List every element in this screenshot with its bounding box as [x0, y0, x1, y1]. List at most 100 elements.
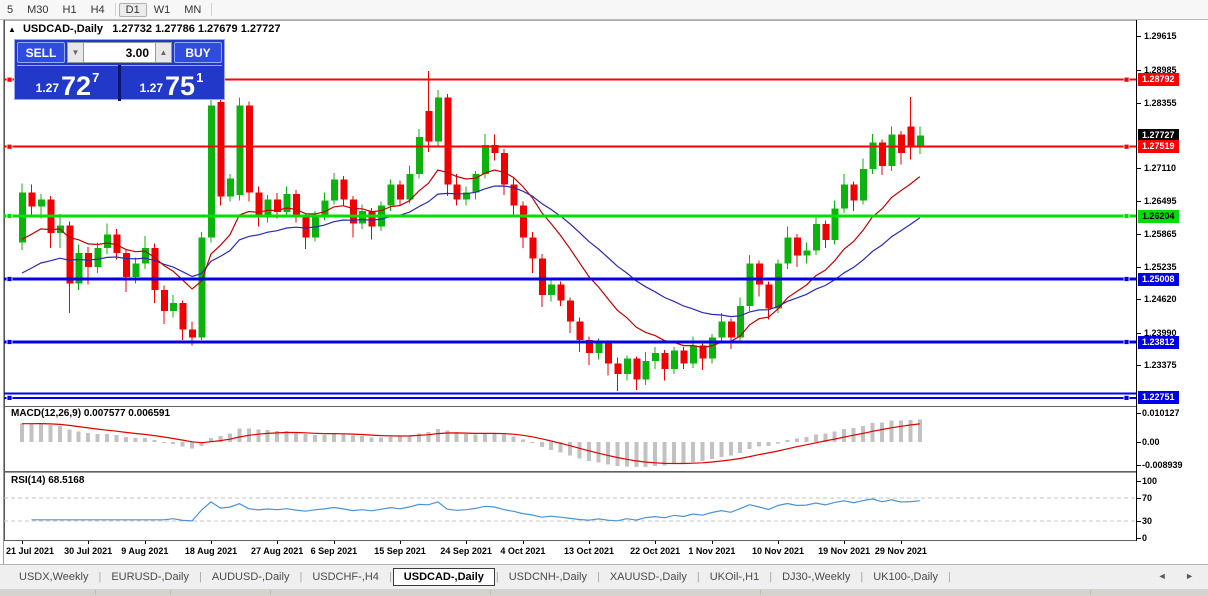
volume-increase-icon[interactable]: ▲ [155, 42, 172, 63]
timeframe-h4[interactable]: H4 [90, 3, 105, 16]
volume-decrease-icon[interactable]: ▼ [67, 42, 84, 63]
price-divider [118, 65, 121, 101]
tab-usdchf-h4[interactable]: USDCHF-,H4 [312, 571, 379, 583]
symbol-tab-bar: USDX,Weekly | EURUSD-,Daily | AUDUSD-,Daily |… [0, 564, 1208, 589]
tab-separator: | [299, 571, 303, 583]
time-tick [844, 541, 846, 544]
date-label: 10 Nov 2021 [751, 546, 805, 556]
rsi-line [31, 498, 920, 522]
tab-ukoil-h1[interactable]: UKOil-,H1 [709, 571, 760, 583]
price-tick: 1.28355 [1137, 97, 1177, 109]
time-tick [144, 541, 146, 544]
time-tick [22, 541, 23, 544]
date-label: 22 Oct 2021 [630, 546, 681, 556]
hline-handle[interactable] [1123, 276, 1130, 282]
price-badge-1.27519: 1.27519 [1138, 140, 1179, 154]
toolbar-separator [211, 3, 213, 16]
macd-axis-label: 0.010127 [1137, 407, 1180, 419]
window-left-border [3, 20, 4, 564]
hline-handle[interactable] [6, 143, 13, 150]
tab-separator: | [696, 571, 700, 583]
tab-separator: | [769, 571, 773, 583]
macd-label: MACD(12,26,9) 0.007577 0.006591 [11, 408, 171, 419]
tab-usdcad-daily[interactable]: USDCAD-,Daily [392, 568, 495, 586]
sell-price[interactable]: 1.27 72 7 [17, 65, 118, 101]
ma-line [21, 169, 921, 349]
timeframe-mn[interactable]: MN [184, 3, 202, 16]
time-tick [900, 541, 902, 544]
rsi-axis-label: 0 [1137, 532, 1147, 544]
price-tick: 1.29615 [1137, 30, 1177, 42]
price-badge-1.22751: 1.22751 [1138, 391, 1179, 405]
time-tick [88, 541, 90, 544]
tab-usdx-weekly[interactable]: USDX,Weekly [19, 571, 89, 583]
tab-eurusd-daily[interactable]: EURUSD-,Daily [111, 571, 189, 583]
chart-caption: ▲ USDCAD-,Daily 1.27732 1.27786 1.27679 … [8, 23, 280, 35]
collapse-triangle-icon[interactable]: ▲ [8, 25, 16, 34]
timeframe-m30[interactable]: M30 [27, 3, 49, 16]
hline-handle[interactable] [1123, 339, 1130, 345]
time-tick [466, 541, 468, 544]
tab-xauusd-daily[interactable]: XAUUSD-,Daily [609, 571, 687, 583]
time-tick [778, 541, 779, 544]
window-divider [0, 19, 1208, 20]
time-tick [400, 541, 401, 544]
time-tick [211, 541, 212, 544]
timeframe-d1[interactable]: D1 [118, 2, 147, 17]
hline-handle[interactable] [6, 213, 13, 219]
tab-separator: | [948, 571, 951, 583]
price-badge-1.26204: 1.26204 [1138, 209, 1179, 223]
macd-signal-line [22, 422, 920, 465]
date-label: 9 Aug 2021 [121, 546, 169, 556]
date-label: 13 Oct 2021 [563, 546, 615, 556]
hline-handle[interactable] [6, 76, 13, 83]
timeframe-5[interactable]: 5 [7, 3, 14, 16]
price-badge-1.27727: 1.27727 [1138, 129, 1179, 143]
sell-price-small: 1.27 [35, 81, 60, 95]
sell-button[interactable]: SELL [17, 42, 65, 63]
hline-handle[interactable] [1123, 394, 1130, 401]
date-label: 15 Sep 2021 [374, 546, 426, 556]
date-label: 21 Jul 2021 [5, 546, 55, 556]
sell-price-sup: 7 [92, 70, 100, 85]
hline-handle[interactable] [1123, 213, 1130, 219]
rsi-axis-label: 30 [1137, 515, 1152, 527]
price-badge-1.23812: 1.23812 [1138, 335, 1179, 349]
tab-scroll-arrows[interactable]: ◄ ► [1157, 571, 1202, 581]
time-tick [711, 541, 713, 544]
tab-separator: | [198, 571, 202, 583]
tab-separator: | [98, 571, 102, 583]
axis-separator [1136, 20, 1137, 541]
hline-handle[interactable] [6, 394, 13, 401]
tab-uk100-daily[interactable]: UK100-,Daily [873, 571, 939, 583]
hline-handle[interactable] [6, 339, 13, 345]
buy-price-big: 75 [165, 71, 196, 101]
timeframe-w1[interactable]: W1 [153, 3, 171, 16]
hline-handle[interactable] [6, 276, 13, 282]
timeframe-toolbar: 5 M30 H1 H4 D1 W1 MN [0, 0, 1208, 20]
price-badge-1.28792: 1.28792 [1138, 73, 1179, 87]
price-tick: 1.23375 [1137, 359, 1177, 371]
price-tick: 1.23990 [1137, 327, 1177, 339]
buy-price[interactable]: 1.27 75 1 [121, 65, 222, 101]
hline-handle[interactable] [1123, 76, 1130, 83]
buy-price-small: 1.27 [139, 81, 164, 95]
rsi-axis-label: 100 [1137, 475, 1157, 487]
time-tick [333, 541, 335, 544]
hline-handle[interactable] [1123, 143, 1130, 150]
price-chart-canvas[interactable] [4, 20, 1136, 541]
tab-dj30-weekly[interactable]: DJ30-,Weekly [782, 571, 851, 583]
volume-input[interactable]: 3.00 [84, 42, 155, 63]
buy-button[interactable]: BUY [174, 42, 222, 63]
date-label: 18 Aug 2021 [184, 546, 238, 556]
tab-usdcnh-daily[interactable]: USDCNH-,Daily [508, 571, 587, 583]
tab-audusd-daily[interactable]: AUDUSD-,Daily [211, 571, 290, 583]
timeframe-h1[interactable]: H1 [62, 3, 77, 16]
chart-symbol-label: USDCAD-,Daily [22, 23, 104, 35]
date-label: 6 Sep 2021 [310, 546, 358, 556]
one-click-trade-panel: SELL ▼ 3.00 ▲ BUY 1.27 72 7 1.27 75 1 [14, 39, 225, 101]
tab-separator: | [860, 571, 864, 583]
sell-price-big: 72 [61, 71, 92, 101]
price-tick: 1.25865 [1137, 228, 1177, 240]
